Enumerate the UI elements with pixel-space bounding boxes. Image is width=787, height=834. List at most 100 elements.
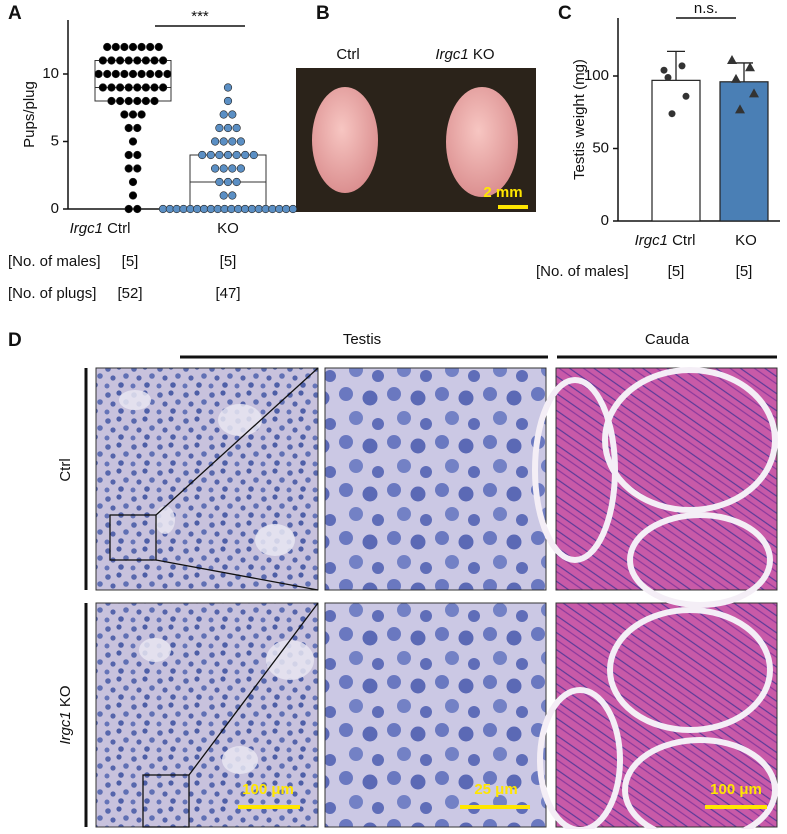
dot <box>128 110 138 119</box>
point <box>749 88 759 98</box>
dot <box>232 150 241 160</box>
dot <box>219 110 228 119</box>
row-label: Ctrl <box>57 458 74 481</box>
y-axis-title: Pups/plug <box>21 81 38 148</box>
dot <box>133 83 142 92</box>
dot <box>133 96 142 106</box>
dot <box>268 204 277 214</box>
dot <box>172 204 181 214</box>
dot <box>128 177 138 187</box>
dot <box>215 150 224 160</box>
dot <box>107 96 116 106</box>
box <box>94 60 172 102</box>
gene: Irgc1 <box>57 711 74 744</box>
dot <box>133 150 142 160</box>
dot <box>275 204 284 214</box>
dot <box>227 204 236 214</box>
dot <box>124 204 133 214</box>
y-tick-label: 5 <box>51 132 59 149</box>
testis <box>312 87 378 193</box>
dot <box>234 204 243 214</box>
y-tick-label: 0 <box>601 212 609 229</box>
dot <box>133 204 142 214</box>
tubule-lumens <box>119 390 314 774</box>
count-label: [No. of males] <box>536 263 629 280</box>
count-value: [5] <box>736 263 753 280</box>
dot <box>165 204 174 214</box>
y-tick-label: 10 <box>42 65 59 82</box>
image-label: Ctrl <box>336 46 359 63</box>
significance: n.s. <box>694 0 718 17</box>
bar <box>651 79 701 222</box>
genotype: KO <box>57 685 74 707</box>
dot <box>261 204 270 214</box>
genotype: KO <box>473 46 495 63</box>
scale-label: 2 mm <box>483 184 522 201</box>
dot <box>150 96 159 106</box>
dot <box>124 83 133 92</box>
dot <box>128 69 138 79</box>
count-value: [5] <box>668 263 685 280</box>
dot <box>228 164 237 173</box>
y-axis-title: Testis weight (mg) <box>571 59 588 180</box>
point <box>735 104 745 114</box>
zoom-guides <box>109 367 319 828</box>
column-header: Testis <box>343 331 381 348</box>
x-tick-label: Irgc1 Ctrl <box>635 232 696 249</box>
dot <box>219 164 228 173</box>
dot <box>211 137 220 146</box>
dot <box>232 123 241 133</box>
dot <box>228 110 237 119</box>
count-label: [No. of plugs] <box>8 285 96 302</box>
count-value: [5] <box>122 253 139 270</box>
dot <box>150 56 159 65</box>
point <box>731 73 741 83</box>
category: Ctrl <box>107 220 130 237</box>
dot <box>111 42 120 52</box>
dot <box>193 204 202 214</box>
dot <box>223 150 233 160</box>
cauda-ducts <box>532 367 778 834</box>
image-label: Irgc1 KO <box>435 46 494 63</box>
dot <box>146 42 155 52</box>
dot <box>158 204 168 214</box>
dot <box>146 69 155 79</box>
dot <box>103 42 112 52</box>
dot <box>115 96 125 106</box>
dot <box>241 204 250 214</box>
row-label: Irgc1 KO <box>57 685 74 744</box>
y-tick-label: 50 <box>592 139 609 156</box>
dot <box>137 110 146 119</box>
point <box>678 62 686 70</box>
point <box>660 66 668 74</box>
dot <box>115 83 125 92</box>
category: Ctrl <box>672 232 695 249</box>
dot <box>159 83 168 92</box>
scale-label: 25 μm <box>474 781 517 798</box>
dot <box>247 204 257 214</box>
dot <box>223 123 233 133</box>
y-tick-label: 0 <box>51 200 59 217</box>
dot <box>141 56 150 65</box>
dot <box>111 69 120 79</box>
count-value: [52] <box>117 285 142 302</box>
scale-label: 100 μm <box>242 781 294 798</box>
gene: Irgc1 <box>435 46 468 63</box>
dot <box>159 56 168 65</box>
count-label: [No. of males] <box>8 253 101 270</box>
dot <box>228 137 237 146</box>
testis <box>446 87 518 197</box>
count-value: [5] <box>220 253 237 270</box>
significance: *** <box>191 8 209 25</box>
y-tick-label: 100 <box>584 67 609 84</box>
dot <box>124 123 133 133</box>
dot <box>215 123 224 133</box>
dot <box>223 83 233 92</box>
dot <box>241 150 250 160</box>
dot <box>228 191 237 200</box>
dot <box>288 204 298 214</box>
dot <box>206 150 215 160</box>
dot <box>154 42 163 52</box>
point <box>745 62 755 72</box>
dot <box>124 96 133 106</box>
